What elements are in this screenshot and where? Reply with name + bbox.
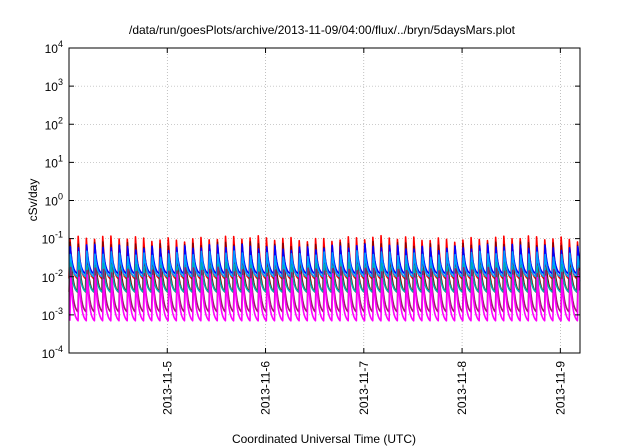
series-line bbox=[68, 261, 581, 293]
x-tick-label: 2013-11-7 bbox=[357, 361, 371, 415]
chart-title: /data/run/goesPlots/archive/2013-11-09/0… bbox=[129, 23, 516, 37]
x-tick-label: 2013-11-5 bbox=[160, 361, 174, 415]
x-tick-label: 2013-11-6 bbox=[259, 361, 273, 415]
y-axis-label: cSv/day bbox=[26, 179, 40, 222]
x-tick-label: 2013-11-9 bbox=[553, 361, 567, 415]
axis-ticks: 10410310210110010-110-210-310-42013-11-5… bbox=[42, 39, 580, 415]
x-axis-label: Coordinated Universal Time (UTC) bbox=[232, 432, 416, 446]
series-line bbox=[68, 250, 581, 278]
series-line bbox=[69, 272, 581, 322]
series-layer bbox=[68, 234, 581, 322]
x-tick-label: 2013-11-8 bbox=[455, 361, 469, 415]
